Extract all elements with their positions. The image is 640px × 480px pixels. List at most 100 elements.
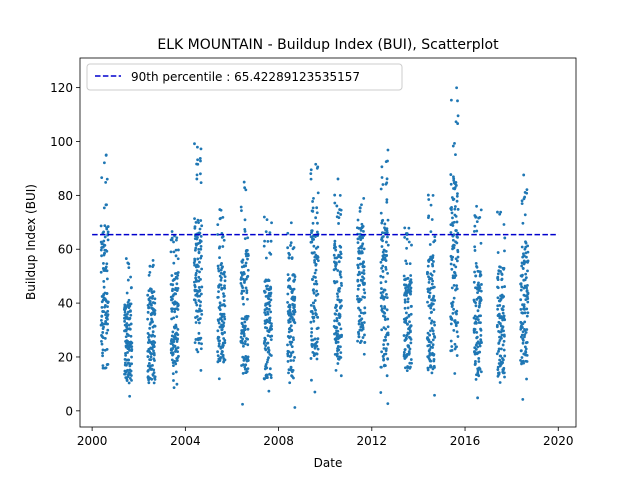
data-point (172, 379, 175, 382)
data-point (100, 242, 104, 245)
data-point (312, 319, 316, 323)
data-point (312, 288, 315, 292)
data-point (129, 374, 133, 377)
data-point (128, 364, 132, 368)
data-point (148, 300, 152, 304)
data-point (384, 280, 388, 284)
data-point (409, 312, 413, 316)
data-point (334, 261, 338, 265)
data-point (106, 313, 110, 317)
data-point (199, 147, 203, 151)
data-point (356, 266, 360, 270)
data-point (409, 286, 413, 290)
data-point (314, 276, 317, 279)
data-point (129, 275, 133, 279)
data-point (526, 311, 530, 315)
data-point (362, 247, 366, 251)
data-point (520, 264, 524, 268)
data-point (381, 235, 385, 238)
data-point (426, 300, 429, 304)
data-point (270, 324, 273, 328)
data-point (519, 307, 523, 311)
data-point (269, 298, 273, 302)
data-point (455, 241, 459, 245)
data-point (339, 256, 343, 260)
data-point (405, 246, 408, 250)
data-point (359, 325, 363, 329)
data-point (245, 249, 249, 252)
data-point (452, 233, 456, 237)
data-point (498, 339, 502, 342)
data-point (173, 360, 177, 363)
data-point (219, 356, 223, 359)
data-point (153, 324, 157, 328)
data-point (153, 334, 156, 338)
data-point (176, 271, 180, 274)
data-point (456, 321, 460, 324)
data-point (430, 319, 434, 323)
data-point (217, 267, 220, 270)
data-point (217, 290, 220, 294)
data-point (360, 339, 363, 343)
data-point (151, 258, 155, 262)
data-point (382, 297, 386, 301)
data-point (246, 337, 250, 341)
data-point (521, 322, 525, 326)
data-point (432, 294, 436, 298)
data-point (123, 303, 127, 307)
data-point (473, 361, 477, 365)
data-point (106, 309, 110, 313)
data-point (176, 257, 180, 261)
data-point (153, 359, 156, 362)
data-point (267, 297, 271, 301)
data-point (386, 342, 390, 346)
data-point (454, 324, 458, 328)
data-point (499, 210, 503, 214)
data-point (357, 249, 361, 253)
data-point (216, 264, 220, 268)
data-point (456, 192, 459, 196)
data-point (333, 319, 336, 323)
data-point (99, 224, 103, 228)
data-point (270, 334, 274, 338)
data-point (129, 322, 133, 326)
data-point (479, 289, 483, 293)
data-point (521, 341, 525, 345)
data-point (449, 322, 453, 326)
data-point (221, 350, 224, 353)
data-point (247, 254, 250, 257)
data-point (315, 352, 319, 356)
data-point (383, 222, 387, 226)
data-point (310, 229, 314, 233)
data-point (520, 245, 524, 249)
data-point (242, 332, 246, 336)
data-point (478, 215, 482, 219)
data-point (146, 310, 150, 314)
data-point (526, 300, 530, 304)
data-point (315, 344, 319, 348)
data-point (496, 272, 500, 276)
data-point (170, 358, 174, 362)
data-point (385, 374, 389, 378)
data-point (128, 348, 131, 352)
data-point (312, 244, 316, 248)
data-point (363, 291, 367, 295)
data-point (454, 257, 458, 261)
data-point (175, 340, 179, 343)
data-point (357, 246, 361, 250)
data-point (455, 199, 459, 203)
data-point (332, 253, 336, 257)
data-point (451, 311, 455, 315)
y-tick-label: 20 (58, 350, 73, 364)
data-point (105, 269, 109, 273)
data-point (293, 303, 296, 307)
data-point (104, 180, 108, 184)
data-point (153, 375, 157, 379)
data-point (310, 240, 314, 244)
data-point (339, 275, 343, 279)
data-point (193, 298, 197, 302)
data-point (244, 286, 248, 290)
data-point (313, 299, 317, 302)
data-point (101, 354, 104, 358)
data-point (126, 310, 130, 314)
